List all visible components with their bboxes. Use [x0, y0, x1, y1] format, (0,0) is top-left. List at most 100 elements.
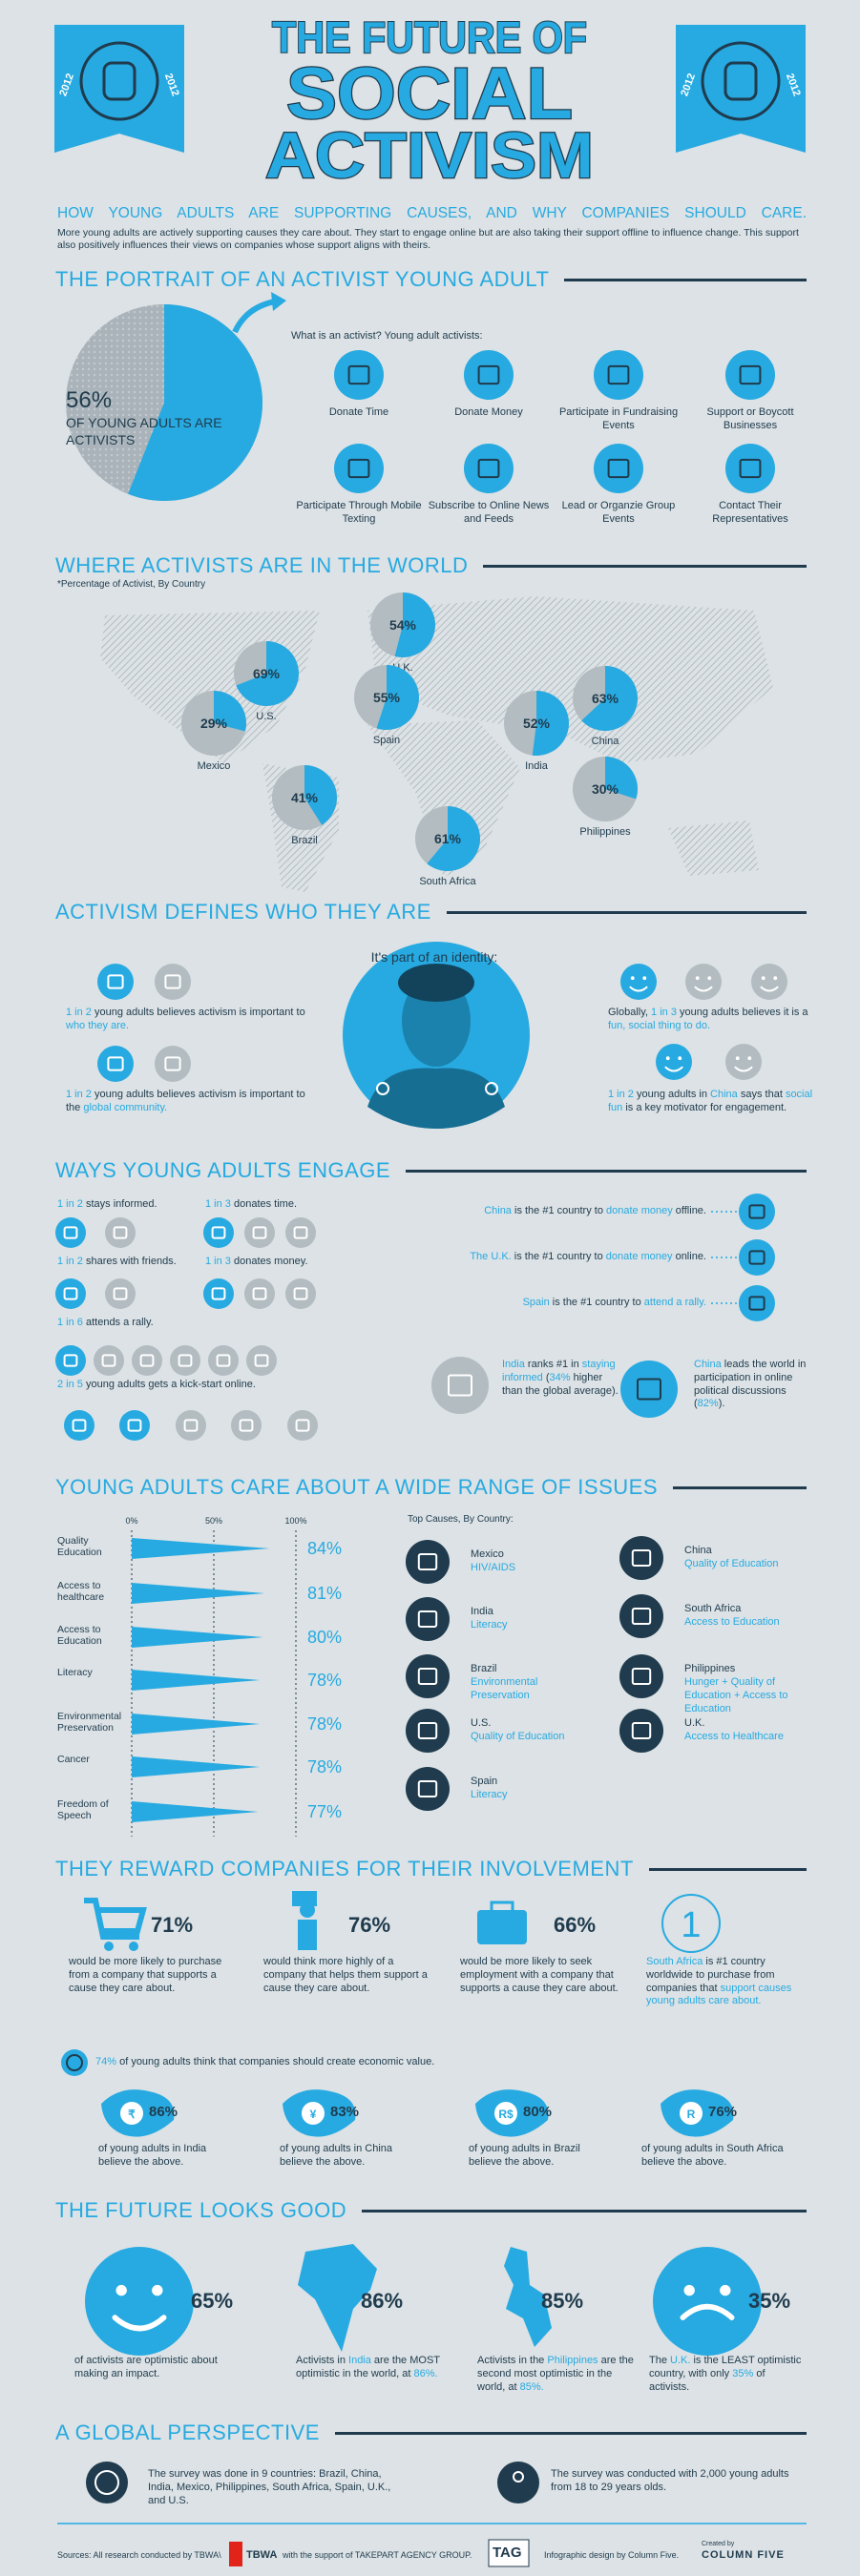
text-highlight: social fun [608, 1089, 813, 1113]
text-highlight: global community. [83, 1101, 168, 1113]
section-rule [673, 1485, 807, 1489]
country-slice [427, 806, 480, 871]
cause-topic: HIV/AIDS [471, 1562, 516, 1573]
activist-type: Participate Through Mobile Texting [296, 500, 422, 525]
text-highlight: donate money [606, 1205, 673, 1216]
footer-design: Infographic design by Column Five. [544, 2550, 680, 2560]
country-name: Brazil [291, 835, 318, 846]
face-mouth [664, 1066, 683, 1072]
text-run: is the #1 country to [549, 1297, 644, 1308]
text-highlight: U.K. [670, 2355, 691, 2366]
issue-value: 78% [307, 1757, 343, 1776]
icon-glyph [417, 1667, 438, 1686]
issue-label: Quality Education [57, 1535, 102, 1559]
icon [287, 1410, 318, 1441]
cause-country: Spain [471, 1776, 498, 1787]
cause-topic: Literacy [471, 1789, 508, 1800]
tbwa-name: TBWA [246, 2549, 278, 2561]
text-highlight: China [694, 1359, 722, 1370]
text-highlight: 2 in 5 [57, 1379, 83, 1390]
icon-glyph [72, 1419, 87, 1432]
icon-glyph [164, 974, 181, 989]
text-run: Globally, [608, 1007, 652, 1018]
engage-item: 1 in 3 donates money. [205, 1256, 453, 1269]
icon [285, 1217, 316, 1248]
icon-glyph [211, 1287, 226, 1300]
identity-fact: 1 in 2 young adults in China says that s… [608, 1089, 813, 1115]
face-icon [656, 1044, 692, 1080]
engage-item: 1 in 2 shares with friends. [57, 1256, 305, 1269]
icon [105, 1278, 136, 1309]
map-landmass [367, 596, 773, 763]
map-note: *Percentage of Activist, By Country [57, 579, 206, 590]
country-text: of young adults in Brazil believe the ab… [469, 2143, 580, 2168]
face-eye [642, 976, 647, 981]
face-icon [751, 964, 787, 1000]
country-value: 52% [523, 716, 551, 731]
text-run: young adults gets a kick-start online. [82, 1379, 256, 1390]
icon-glyph [748, 1296, 766, 1311]
title-line: SOCIAL [286, 53, 573, 135]
country-name: U.S. [256, 711, 276, 722]
icon-glyph [477, 458, 500, 479]
text-highlight: 1 in 3 [205, 1256, 231, 1267]
economy-icon-inner [66, 2054, 83, 2071]
currency-symbol: ¥ [310, 2108, 317, 2121]
section-title: YOUNG ADULTS CARE ABOUT A WIDE RANGE OF … [55, 1475, 658, 1500]
x-tick-label: 50% [205, 1516, 222, 1526]
icon-glyph [347, 364, 370, 385]
text-highlight: China [710, 1089, 738, 1100]
text-highlight: who they are. [66, 1019, 130, 1031]
future-pct: 35% [748, 2289, 791, 2313]
country-value: 30% [592, 781, 619, 797]
text-highlight: 34% [549, 1371, 571, 1383]
icon [739, 1239, 775, 1276]
section-heading: THEY REWARD COMPANIES FOR THEIR INVOLVEM… [55, 1855, 807, 1883]
icon [406, 1540, 450, 1584]
section-rule [406, 1169, 807, 1173]
face-eye [695, 976, 700, 981]
section-heading: WHERE ACTIVISTS ARE IN THE WORLD [55, 551, 807, 580]
country-slice [581, 666, 639, 731]
photo-ring [376, 1082, 389, 1095]
text-run: are the MOST optimistic in the world, at [296, 2355, 440, 2379]
reward-text: would think more highly of a company tha… [263, 1956, 428, 1994]
section-heading: ACTIVISM DEFINES WHO THEY ARE [55, 898, 807, 926]
icon-glyph [347, 458, 370, 479]
text-highlight: The U.K. [470, 1251, 512, 1262]
icon-glyph [631, 1548, 652, 1568]
identity-fact: Globally, 1 in 3 young adults believes i… [608, 1007, 813, 1033]
section-heading: A GLOBAL PERSPECTIVE [55, 2419, 807, 2447]
icon [155, 1046, 191, 1082]
text-highlight: 1 in 3 [205, 1198, 231, 1210]
icon [619, 1709, 663, 1753]
engage-item: 1 in 3 donates time. [205, 1198, 453, 1212]
icon-glyph [113, 1287, 128, 1300]
person-badge-head [513, 2471, 524, 2483]
section-title: THE FUTURE LOOKS GOOD [55, 2198, 347, 2223]
map-landmass [367, 720, 520, 878]
icon [725, 350, 775, 400]
icon [620, 1361, 678, 1418]
section-title: THE PORTRAIT OF AN ACTIVIST YOUNG ADULT [55, 267, 550, 292]
icon [406, 1767, 450, 1811]
face-eye [720, 2284, 731, 2296]
text-run: online. [672, 1251, 706, 1262]
icon [55, 1345, 86, 1376]
country-text: of young adults in India believe the abo… [98, 2143, 207, 2168]
country-value: 63% [592, 691, 619, 706]
text-run: says that [737, 1089, 786, 1100]
footer-support: with the support of TAKEPART AGENCY GROU… [283, 2550, 472, 2560]
section-title: THEY REWARD COMPANIES FOR THEIR INVOLVEM… [55, 1857, 634, 1881]
section-title: ACTIVISM DEFINES WHO THEY ARE [55, 900, 431, 924]
engage-fact: China is the #1 country to donate money … [420, 1205, 706, 1218]
country-name: Spain [373, 735, 400, 746]
icon [55, 1217, 86, 1248]
section-rule [334, 2431, 807, 2435]
icon-glyph [63, 1354, 78, 1367]
issue-label: Environmental Preservation [57, 1711, 122, 1735]
cause-country: Mexico [471, 1548, 504, 1560]
currency-symbol: ₹ [128, 2108, 136, 2121]
issue-bar [132, 1756, 261, 1777]
